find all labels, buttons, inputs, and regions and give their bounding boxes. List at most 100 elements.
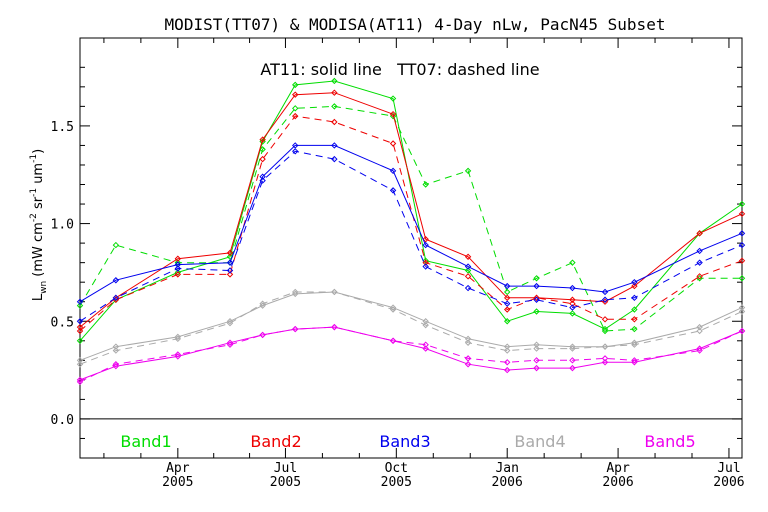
data-point-band4-tt07 bbox=[389, 306, 397, 313]
data-point-band2-tt07 bbox=[631, 316, 638, 323]
data-point-band3-at11 bbox=[292, 142, 299, 149]
data-point-band4-at11 bbox=[738, 304, 746, 311]
data-point-band4-tt07 bbox=[76, 361, 84, 368]
y-axis-label-symbol: L bbox=[31, 293, 46, 301]
data-point-band5-at11 bbox=[422, 345, 429, 352]
series-line-band5-at11 bbox=[79, 326, 743, 381]
data-point-band3-at11 bbox=[389, 167, 397, 175]
series-line-band4-tt07 bbox=[79, 291, 743, 365]
data-point-band2-tt07 bbox=[76, 327, 84, 335]
data-point-band3-tt07 bbox=[422, 263, 429, 270]
data-point-band5-tt07 bbox=[601, 355, 609, 362]
data-point-band4-tt07 bbox=[601, 343, 609, 350]
y-tick-label: 0.0 bbox=[51, 413, 74, 428]
series-line-band2-at11 bbox=[79, 92, 743, 328]
data-point-band3-tt07 bbox=[292, 148, 299, 155]
x-tick-label-year: 2006 bbox=[492, 475, 523, 490]
y-axis-label-exp2: -1 bbox=[29, 188, 39, 197]
chart-title: MODIST(TT07) & MODISA(AT11) 4-Day nLw, P… bbox=[165, 15, 666, 34]
x-tick-label-year: 2005 bbox=[162, 475, 193, 490]
y-tick-label: 1.0 bbox=[51, 218, 74, 233]
plot-series bbox=[76, 77, 746, 386]
svg-text:Lwn (mW cm-2 sr-1 um-1): Lwn (mW cm-2 sr-1 um-1) bbox=[29, 149, 49, 301]
data-point-band4-tt07 bbox=[259, 300, 266, 307]
data-point-band2-tt07 bbox=[174, 271, 182, 278]
data-point-band5-tt07 bbox=[331, 323, 338, 331]
data-point-band4-at11 bbox=[503, 343, 511, 350]
data-point-band2-at11 bbox=[331, 89, 338, 96]
data-point-band3-tt07 bbox=[738, 241, 746, 249]
data-point-band5-tt07 bbox=[464, 355, 472, 362]
series-line-band3-at11 bbox=[79, 144, 743, 303]
data-point-band5-tt07 bbox=[112, 361, 120, 368]
data-point-band2-at11 bbox=[631, 282, 638, 290]
data-point-band2-tt07 bbox=[503, 306, 511, 313]
plot-frame bbox=[79, 37, 743, 459]
data-point-band1-tt07 bbox=[76, 302, 84, 309]
data-point-band4-tt07 bbox=[422, 321, 429, 329]
data-point-band3-tt07 bbox=[533, 296, 540, 303]
data-point-band3-at11 bbox=[331, 142, 338, 149]
x-tick-label-year: 2006 bbox=[713, 475, 744, 490]
data-point-band5-at11 bbox=[76, 376, 84, 384]
data-point-band5-tt07 bbox=[259, 331, 266, 339]
data-point-band5-tt07 bbox=[503, 359, 511, 366]
data-point-band1-tt07 bbox=[533, 275, 540, 282]
data-point-band4-at11 bbox=[569, 343, 576, 350]
data-point-band2-at11 bbox=[174, 255, 182, 262]
data-point-band3-at11 bbox=[503, 282, 511, 290]
data-point-band2-tt07 bbox=[533, 294, 540, 302]
data-point-band2-tt07 bbox=[569, 300, 576, 307]
y-tick-label: 0.5 bbox=[51, 315, 74, 330]
legend-item-band5: Band5 bbox=[644, 432, 695, 451]
x-tick-label-month: Jul bbox=[717, 461, 740, 476]
data-point-band2-at11 bbox=[422, 236, 429, 243]
x-tick-label-month: Jul bbox=[274, 461, 297, 476]
data-point-band1-at11 bbox=[533, 308, 540, 315]
x-tick-label-month: Jan bbox=[495, 461, 518, 476]
data-point-band3-at11 bbox=[259, 173, 266, 180]
y-axis-label-exp3: -1 bbox=[29, 154, 39, 163]
data-point-band3-tt07 bbox=[569, 304, 576, 311]
x-tick-label-month: Oct bbox=[385, 461, 408, 476]
data-point-band2-tt07 bbox=[464, 273, 472, 280]
data-point-band2-at11 bbox=[738, 210, 746, 218]
data-point-band4-tt07 bbox=[112, 347, 120, 354]
data-point-band3-tt07 bbox=[226, 267, 234, 274]
data-point-band4-at11 bbox=[696, 323, 703, 331]
data-point-band4-at11 bbox=[631, 339, 638, 346]
data-point-band5-tt07 bbox=[631, 357, 638, 364]
data-point-band3-at11 bbox=[569, 284, 576, 292]
data-point-band1-tt07 bbox=[422, 181, 429, 188]
data-point-band4-tt07 bbox=[331, 288, 338, 296]
data-point-band3-tt07 bbox=[503, 300, 511, 307]
y-axis-label-close: ) bbox=[31, 149, 46, 154]
data-point-band4-tt07 bbox=[503, 347, 511, 354]
data-point-band3-at11 bbox=[464, 263, 472, 270]
data-point-band5-at11 bbox=[533, 364, 540, 372]
data-point-band5-tt07 bbox=[389, 337, 397, 344]
data-point-band4-at11 bbox=[174, 333, 182, 341]
data-point-band2-at11 bbox=[226, 249, 234, 257]
data-point-band2-tt07 bbox=[389, 140, 397, 147]
data-point-band3-tt07 bbox=[601, 296, 609, 303]
data-point-band5-at11 bbox=[569, 364, 576, 372]
data-point-band3-at11 bbox=[533, 282, 540, 290]
data-point-band5-tt07 bbox=[569, 357, 576, 364]
x-tick-label-month: Apr bbox=[606, 461, 630, 476]
data-point-band2-tt07 bbox=[422, 259, 429, 266]
data-point-band5-tt07 bbox=[422, 341, 429, 348]
data-point-band1-at11 bbox=[503, 318, 511, 325]
data-point-band2-at11 bbox=[389, 110, 397, 118]
data-point-band4-tt07 bbox=[533, 345, 540, 352]
data-point-band4-tt07 bbox=[174, 335, 182, 343]
data-point-band1-tt07 bbox=[112, 241, 120, 249]
data-point-band1-at11 bbox=[738, 200, 746, 208]
data-point-band4-at11 bbox=[533, 341, 540, 348]
data-point-band1-at11 bbox=[389, 95, 397, 102]
data-point-band2-at11 bbox=[503, 294, 511, 302]
series-line-band4-at11 bbox=[79, 291, 743, 361]
data-point-band5-at11 bbox=[601, 359, 609, 366]
data-point-band1-tt07 bbox=[331, 103, 338, 110]
